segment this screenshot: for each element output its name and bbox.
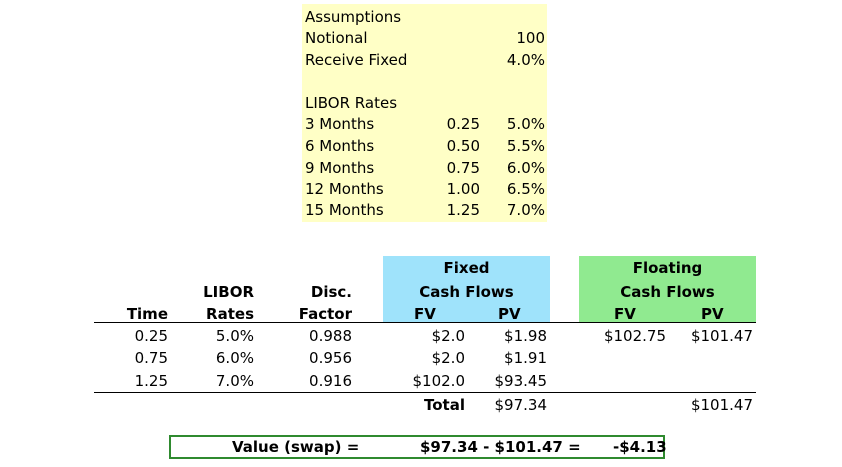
libor-row-label: 6 Months xyxy=(305,137,375,155)
fixed-pv-header: PV xyxy=(498,305,521,323)
totals-rule xyxy=(94,392,756,393)
libor-row-label: 15 Months xyxy=(305,201,384,219)
fixed-fv-header: FV xyxy=(414,305,436,323)
receive-fixed-value: 4.0% xyxy=(506,51,545,69)
table-row-fixed-pv: $93.45 xyxy=(494,372,548,390)
table-row-time: 0.25 xyxy=(134,327,168,345)
table-row-disc: 0.956 xyxy=(309,349,352,367)
table-row-float-pv: $101.47 xyxy=(690,327,753,345)
receive-fixed-label: Receive Fixed xyxy=(305,51,408,69)
table-row-fixed-pv: $1.91 xyxy=(504,349,547,367)
libor-row-rate: 6.0% xyxy=(506,159,545,177)
table-row-time: 1.25 xyxy=(134,372,168,390)
disc-header-line1: Disc. xyxy=(310,283,352,301)
libor-row-time: 1.25 xyxy=(446,201,480,219)
floating-pv-header: PV xyxy=(701,305,724,323)
notional-label: Notional xyxy=(305,29,368,47)
table-row-rate: 6.0% xyxy=(215,349,254,367)
notional-value: 100 xyxy=(516,29,545,47)
libor-row-rate: 7.0% xyxy=(506,201,545,219)
fixed-cash-flows-header xyxy=(383,256,550,322)
swap-value-label: Value (swap) = xyxy=(232,438,360,456)
libor-row-rate: 5.0% xyxy=(506,115,545,133)
total-fixed-pv: $97.34 xyxy=(494,396,548,414)
table-row-rate: 5.0% xyxy=(215,327,254,345)
table-row-rate: 7.0% xyxy=(215,372,254,390)
libor-row-label: 12 Months xyxy=(305,180,384,198)
libor-row-time: 0.50 xyxy=(446,137,480,155)
header-rule xyxy=(94,322,756,323)
table-row-float-fv: $102.75 xyxy=(603,327,666,345)
assumptions-title: Assumptions xyxy=(305,8,402,26)
swap-value-box xyxy=(169,435,665,459)
libor-row-rate: 6.5% xyxy=(506,180,545,198)
total-label: Total xyxy=(424,396,465,414)
libor-row-label: 9 Months xyxy=(305,159,375,177)
libor-header-line2: Rates xyxy=(206,305,254,323)
table-row-fixed-fv: $2.0 xyxy=(431,327,465,345)
table-row-fixed-fv: $102.0 xyxy=(412,372,466,390)
total-float-pv: $101.47 xyxy=(690,396,753,414)
table-row-fixed-pv: $1.98 xyxy=(504,327,547,345)
table-row-disc: 0.916 xyxy=(309,372,352,390)
swap-value-result: -$4.13 xyxy=(613,438,667,456)
libor-row-time: 0.75 xyxy=(446,159,480,177)
libor-row-label: 3 Months xyxy=(305,115,375,133)
fixed-header-line1: Fixed xyxy=(443,259,490,277)
floating-fv-header: FV xyxy=(614,305,636,323)
libor-row-rate: 5.5% xyxy=(506,137,545,155)
swap-value-formula: $97.34 - $101.47 = xyxy=(420,438,581,456)
table-row-time: 0.75 xyxy=(134,349,168,367)
libor-row-time: 0.25 xyxy=(446,115,480,133)
assumptions-panel xyxy=(302,4,547,222)
floating-header-line2: Cash Flows xyxy=(620,283,715,301)
libor-header-line1: LIBOR xyxy=(203,283,254,301)
time-header: Time xyxy=(126,305,168,323)
floating-cash-flows-header xyxy=(579,256,756,322)
libor-rates-title: LIBOR Rates xyxy=(305,94,398,112)
libor-row-time: 1.00 xyxy=(446,180,480,198)
table-row-disc: 0.988 xyxy=(309,327,352,345)
fixed-header-line2: Cash Flows xyxy=(419,283,514,301)
disc-header-line2: Factor xyxy=(298,305,352,323)
floating-header-line1: Floating xyxy=(632,259,703,277)
table-row-fixed-fv: $2.0 xyxy=(431,349,465,367)
